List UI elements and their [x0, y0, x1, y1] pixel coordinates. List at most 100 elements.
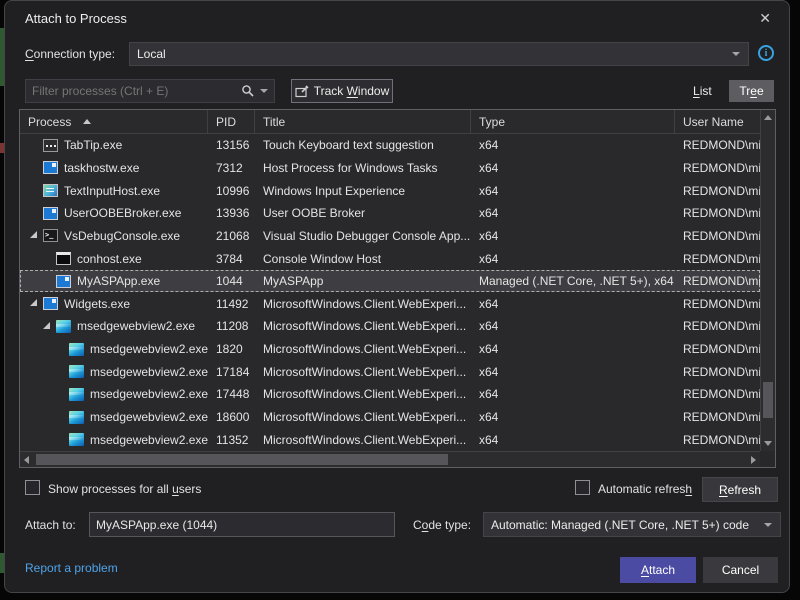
- table-row[interactable]: taskhostw.exe 7312 Host Process for Window…: [20, 157, 760, 180]
- track-window-icon: [295, 84, 309, 97]
- tree-expander-icon[interactable]: [30, 231, 37, 239]
- table-row[interactable]: msedgewebview2.exe 17184 MicrosoftWindows.…: [20, 360, 760, 383]
- column-header-title[interactable]: Title: [255, 110, 471, 133]
- label-text: e: [756, 84, 764, 98]
- table-row[interactable]: MyASPApp.exe 1044 MyASPApp Managed (.NET Co…: [20, 269, 760, 293]
- close-icon[interactable]: ✕: [759, 10, 771, 26]
- process-name: conhost.exe: [77, 251, 142, 266]
- search-icon[interactable]: [241, 84, 255, 98]
- horizontal-scrollbar-thumb[interactable]: [36, 454, 448, 465]
- webview-icon: [69, 342, 84, 356]
- webview-icon: [69, 365, 84, 379]
- attach-to-label: Attach to:: [25, 518, 76, 532]
- label-text: C: [25, 47, 34, 61]
- process-cell: msedgewebview2.exe: [20, 360, 208, 383]
- process-name: UserOOBEBroker.exe: [64, 206, 182, 221]
- table-row[interactable]: Widgets.exe 11492 MicrosoftWindows.Client.…: [20, 292, 760, 315]
- title-cell: Console Window Host: [263, 251, 382, 266]
- type-cell: x64: [479, 342, 499, 357]
- table-row[interactable]: TabTip.exe 13156 Touch Keyboard text sugge…: [20, 134, 760, 157]
- table-row[interactable]: msedgewebview2.exe 11352 MicrosoftWindows.…: [20, 428, 760, 451]
- filter-processes-input[interactable]: [32, 84, 241, 98]
- column-header-process[interactable]: Process: [20, 110, 208, 133]
- column-header-type[interactable]: Type: [471, 110, 675, 133]
- user-name-cell: REDMOND\mi: [683, 342, 760, 357]
- type-cell: x64: [479, 319, 499, 334]
- refresh-button[interactable]: Refresh: [702, 477, 778, 502]
- search-options-caret-icon[interactable]: [260, 89, 268, 93]
- vertical-scrollbar-thumb[interactable]: [763, 382, 773, 418]
- pid-cell: 17448: [216, 387, 250, 402]
- webview-icon: [69, 410, 84, 424]
- process-cell: TabTip.exe: [20, 134, 208, 157]
- column-header-pid[interactable]: PID: [208, 110, 255, 133]
- code-type-select[interactable]: Automatic: Managed (.NET Core, .NET 5+) …: [483, 512, 781, 537]
- type-cell: x64: [479, 138, 499, 153]
- table-row[interactable]: msedgewebview2.exe 17448 MicrosoftWindows.…: [20, 383, 760, 406]
- type-cell: x64: [479, 183, 499, 198]
- connection-type-select[interactable]: Local: [129, 42, 749, 66]
- window-icon: [43, 161, 58, 175]
- tree-expander-icon[interactable]: [30, 299, 37, 307]
- process-name: msedgewebview2.exe: [90, 342, 208, 357]
- attach-button[interactable]: Attach: [620, 557, 696, 583]
- process-name: msedgewebview2.exe: [90, 387, 208, 402]
- expander-slot: [30, 299, 43, 307]
- table-row[interactable]: UserOOBEBroker.exe 13936 User OOBE Broker x…: [20, 202, 760, 225]
- view-list-button[interactable]: List: [693, 84, 712, 98]
- process-cell: Widgets.exe: [20, 292, 208, 315]
- label-text: ist: [699, 84, 712, 98]
- type-cell: x64: [479, 228, 499, 243]
- vertical-scrollbar[interactable]: [760, 110, 775, 451]
- table-row[interactable]: TextInputHost.exe 10996 Windows Input Expe…: [20, 179, 760, 202]
- table-row[interactable]: msedgewebview2.exe 18600 MicrosoftWindows.…: [20, 406, 760, 429]
- sort-ascending-icon: [83, 119, 92, 124]
- title-cell: Touch Keyboard text suggestion: [263, 138, 434, 153]
- code-type-value: Automatic: Managed (.NET Core, .NET 5+) …: [491, 517, 750, 532]
- tree-expander-icon[interactable]: [43, 321, 50, 329]
- label-text: R: [718, 482, 728, 497]
- process-cell: msedgewebview2.exe: [20, 338, 208, 361]
- type-cell: Managed (.NET Core, .NET 5+), x64: [479, 274, 674, 289]
- table-row[interactable]: conhost.exe 3784 Console Window Host x64 RED…: [20, 247, 760, 270]
- pid-cell: 11492: [216, 296, 249, 311]
- type-cell: x64: [479, 387, 499, 402]
- label-text: Type: [479, 114, 506, 129]
- info-icon[interactable]: i: [758, 45, 774, 61]
- cancel-button[interactable]: Cancel: [703, 557, 778, 583]
- attach-to-input[interactable]: [89, 512, 395, 537]
- user-name-cell: REDMOND\mi: [683, 251, 760, 266]
- automatic-refresh-label[interactable]: Automatic refresh: [598, 482, 692, 496]
- table-row[interactable]: msedgewebview2.exe 11208 MicrosoftWindows.…: [20, 315, 760, 338]
- automatic-refresh-checkbox[interactable]: [575, 480, 590, 495]
- show-all-users-label[interactable]: Show processes for all users: [48, 482, 201, 496]
- show-all-users-checkbox[interactable]: [25, 480, 40, 495]
- track-window-button[interactable]: Track Window: [291, 79, 393, 103]
- title-cell: MicrosoftWindows.Client.WebExperi...: [263, 410, 467, 424]
- label-text: sers: [178, 482, 202, 496]
- view-tree-button[interactable]: Tr e e: [729, 80, 774, 102]
- table-row[interactable]: VsDebugConsole.exe 21068 Visual Studio Deb…: [20, 225, 760, 248]
- process-name: taskhostw.exe: [64, 160, 140, 175]
- expander-slot: [30, 231, 43, 239]
- process-cell: conhost.exe: [20, 247, 208, 270]
- pid-cell: 17184: [216, 364, 250, 379]
- user-name-cell: REDMOND\mi: [683, 296, 760, 311]
- user-name-cell: REDMOND\mi: [683, 183, 760, 198]
- scroll-left-icon[interactable]: [24, 456, 29, 464]
- horizontal-scrollbar[interactable]: [20, 451, 760, 467]
- scroll-right-icon[interactable]: [751, 456, 756, 464]
- report-a-problem-link[interactable]: Report a problem: [25, 561, 118, 575]
- table-row[interactable]: msedgewebview2.exe 1820 MicrosoftWindows.C…: [20, 338, 760, 361]
- window-icon: [56, 274, 71, 288]
- process-cell: UserOOBEBroker.exe: [20, 202, 208, 225]
- label-text: onnection type:: [33, 47, 116, 61]
- process-name: TabTip.exe: [64, 138, 123, 153]
- process-name: msedgewebview2.exe: [90, 410, 208, 424]
- column-header-user-name[interactable]: User Name: [675, 110, 762, 133]
- pid-cell: 10996: [216, 183, 250, 198]
- process-cell: msedgewebview2.exe: [20, 406, 208, 429]
- scroll-up-icon[interactable]: [764, 115, 772, 120]
- title-cell: MicrosoftWindows.Client.WebExperi...: [263, 342, 467, 357]
- scroll-down-icon[interactable]: [764, 441, 772, 446]
